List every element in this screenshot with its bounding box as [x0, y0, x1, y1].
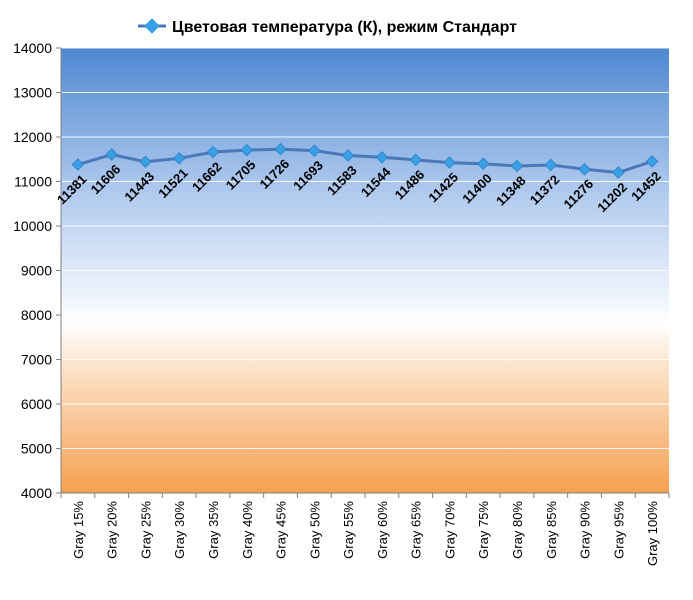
- data-point: [172, 152, 186, 165]
- data-point: [443, 156, 456, 169]
- legend-marker-swatch: [144, 18, 160, 34]
- x-tick-label: Gray 60%: [375, 501, 390, 559]
- y-tick-label: 14000: [13, 40, 52, 56]
- data-point: [105, 148, 118, 161]
- data-point: [375, 151, 389, 164]
- y-tick-label: 11000: [14, 174, 52, 190]
- x-tick-label: Gray 25%: [138, 501, 153, 559]
- x-tick-label: Gray 35%: [206, 501, 221, 559]
- data-point: [612, 166, 625, 179]
- data-point: [409, 153, 422, 167]
- x-tick-label: Gray 80%: [510, 501, 525, 559]
- data-point: [645, 155, 659, 168]
- y-tick-label: 13000: [13, 85, 52, 101]
- x-tick-label: Gray 30%: [172, 501, 187, 559]
- x-tick-label: Gray 100%: [645, 501, 660, 566]
- x-tick-label: Gray 20%: [105, 501, 120, 559]
- data-point: [341, 149, 355, 162]
- gridlines: [61, 47, 669, 449]
- data-point: [206, 145, 220, 159]
- x-tick-label: Gray 40%: [240, 501, 255, 559]
- y-tick-label: 6000: [21, 396, 52, 412]
- y-tick-label: 12000: [13, 129, 52, 145]
- x-tick-label: Gray 75%: [476, 501, 491, 559]
- x-tick-label: Gray 45%: [274, 501, 289, 559]
- x-tick-label: Gray 65%: [409, 501, 424, 559]
- data-point: [274, 142, 287, 156]
- x-axis: Gray 15% Gray 20% Gray 25% Gray 30% Gray 35%…: [60, 492, 670, 566]
- y-tick-label: 5000: [21, 441, 52, 457]
- y-tick-label: 9000: [21, 263, 52, 279]
- data-point: [71, 158, 85, 171]
- x-tick-label: Gray 55%: [341, 501, 356, 559]
- data-point: [308, 144, 321, 157]
- marker-group: [71, 142, 659, 179]
- x-tick-label: Gray 90%: [578, 501, 593, 559]
- y-tick-label: 10000: [13, 218, 52, 234]
- data-point: [139, 155, 152, 169]
- y-tick-label: 4000: [21, 485, 52, 501]
- x-tick-label: Gray 50%: [307, 501, 322, 559]
- data-point: [510, 159, 524, 173]
- data-point: [476, 157, 490, 170]
- legend-label: Цветовая температура (К), режим Стандарт: [172, 19, 517, 36]
- y-tick-label: 8000: [21, 307, 52, 323]
- data-point: [240, 143, 254, 157]
- legend: Цветовая температура (К), режим Стандарт: [138, 18, 517, 36]
- y-tick-label: 7000: [21, 352, 52, 368]
- x-tick-label: Gray 95%: [611, 501, 626, 559]
- x-tick-label: Gray 70%: [442, 501, 457, 559]
- x-tick-label: Gray 85%: [544, 501, 559, 559]
- data-point: [544, 158, 558, 172]
- y-axis: 4000 5000 6000 7000 8000 9000 10000 11000 12000 1…: [13, 40, 62, 501]
- x-tick-label: Gray 15%: [71, 501, 86, 559]
- data-point: [578, 162, 591, 176]
